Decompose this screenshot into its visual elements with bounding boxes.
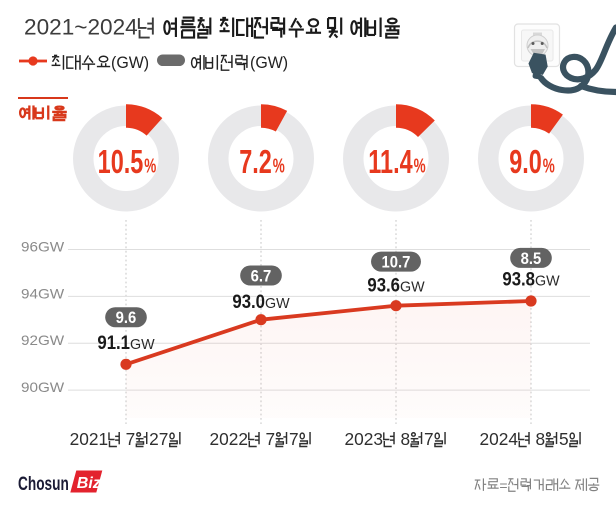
svg-text:8: 8: [535, 429, 545, 449]
svg-text:7: 7: [265, 429, 275, 449]
svg-text:10.5: 10.5: [98, 144, 144, 181]
svg-text:(GW): (GW): [111, 54, 149, 73]
svg-text:2024: 2024: [479, 429, 518, 449]
svg-text:2021: 2021: [70, 429, 108, 449]
svg-text:GW: GW: [400, 280, 425, 296]
svg-text:%: %: [414, 154, 426, 178]
svg-text:6.7: 6.7: [251, 268, 272, 286]
svg-text:2021~2024: 2021~2024: [24, 15, 138, 40]
svg-text:96GW: 96GW: [21, 240, 65, 255]
svg-text:90GW: 90GW: [21, 381, 65, 396]
svg-text:GW: GW: [130, 337, 155, 353]
svg-text:7: 7: [424, 429, 434, 449]
svg-text:93.6: 93.6: [367, 275, 400, 296]
svg-text:2022: 2022: [209, 429, 247, 449]
svg-text:%: %: [273, 154, 285, 178]
svg-text:GW: GW: [535, 273, 560, 289]
svg-text:92GW: 92GW: [21, 334, 65, 349]
svg-text:Chosun: Chosun: [18, 473, 69, 495]
svg-text:93.0: 93.0: [232, 291, 265, 312]
svg-text:11.4: 11.4: [368, 144, 412, 181]
svg-text:9.6: 9.6: [116, 310, 137, 328]
svg-text:7: 7: [289, 429, 299, 449]
svg-text:%: %: [144, 154, 156, 178]
svg-text:91.1: 91.1: [97, 332, 130, 353]
svg-text:93.8: 93.8: [502, 268, 535, 289]
svg-text:5: 5: [559, 429, 569, 449]
svg-text:10.7: 10.7: [382, 254, 411, 272]
svg-text:7.2: 7.2: [239, 144, 272, 181]
svg-text:2023: 2023: [344, 429, 382, 449]
svg-text:7: 7: [126, 429, 136, 449]
svg-text:94GW: 94GW: [21, 287, 65, 302]
svg-text:27: 27: [149, 429, 168, 449]
svg-text:%: %: [543, 154, 555, 178]
svg-text:(GW): (GW): [250, 54, 288, 73]
svg-text:8: 8: [400, 429, 410, 449]
svg-text:Biz: Biz: [77, 475, 101, 492]
svg-text:=: =: [499, 478, 507, 494]
svg-text:9.0: 9.0: [509, 144, 542, 181]
svg-text:GW: GW: [265, 296, 290, 312]
svg-text:8.5: 8.5: [521, 250, 542, 268]
